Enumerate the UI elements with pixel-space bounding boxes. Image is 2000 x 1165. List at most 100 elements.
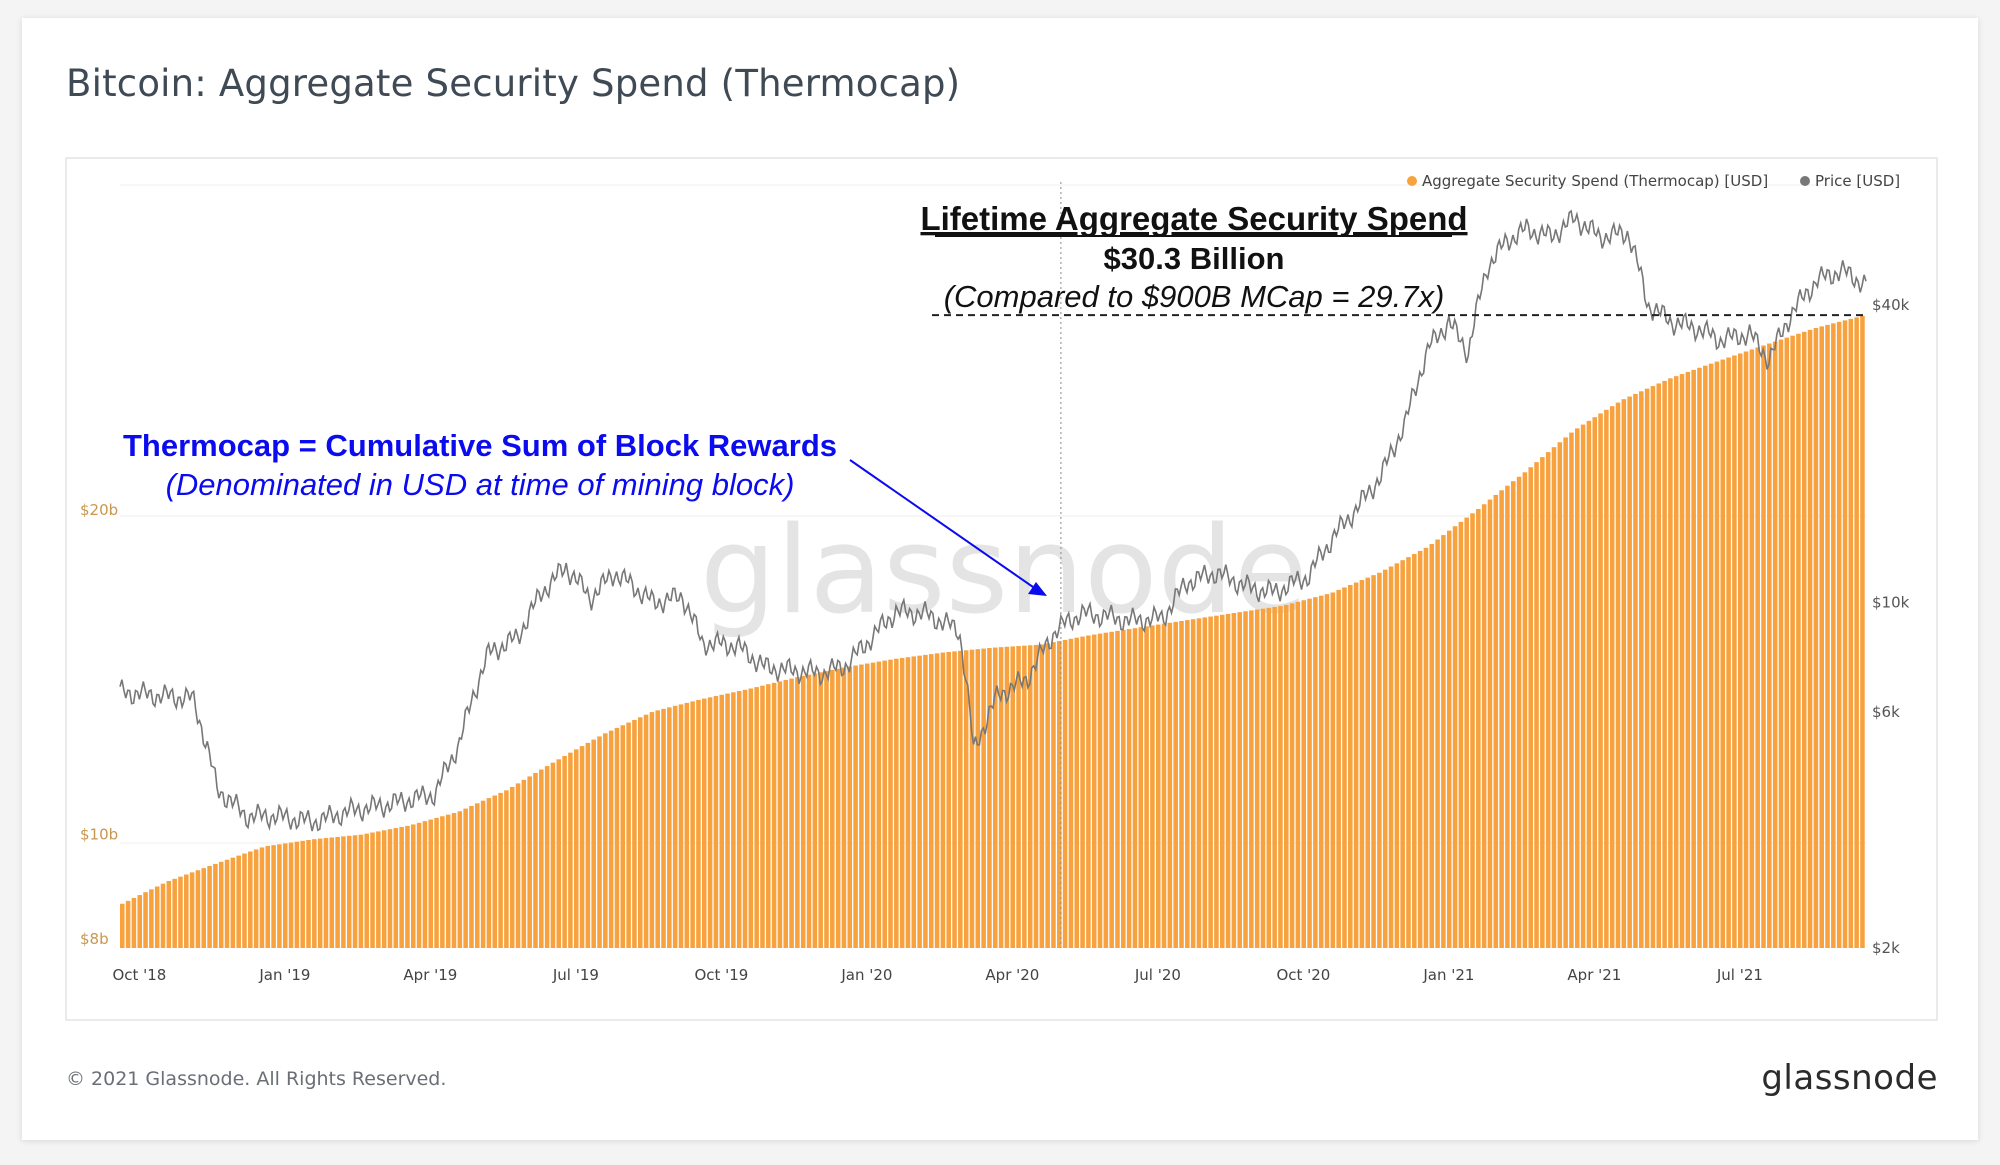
thermocap-bar — [1254, 609, 1260, 948]
thermocap-bar — [504, 790, 509, 948]
thermocap-bar — [585, 742, 591, 948]
thermocap-bar — [1586, 420, 1592, 948]
thermocap-bar — [1510, 481, 1516, 948]
thermocap-bar — [1481, 504, 1487, 948]
x-axis: Oct '18 Jan '19 Apr '19 Jul '19 Oct '19 Jan '… — [112, 966, 1763, 984]
thermocap-bar — [847, 666, 853, 948]
thermocap-bar — [1272, 606, 1277, 948]
thermocap-bar — [1545, 452, 1551, 948]
thermocap-bar — [917, 655, 922, 948]
price-line — [119, 209, 1867, 832]
thermocap-bar — [841, 667, 847, 948]
thermocap-bar — [1359, 580, 1365, 948]
thermocap-bar — [1208, 616, 1213, 948]
thermocap-bar — [1627, 396, 1632, 948]
thermocap-bar — [1435, 539, 1440, 948]
thermocap-bar — [1697, 367, 1702, 948]
thermocap-bar — [766, 684, 771, 948]
thermocap-bar — [201, 868, 207, 948]
x-tick-label: Jan '21 — [1422, 966, 1474, 984]
thermocap-bar — [1813, 327, 1819, 948]
thermocap-bar — [894, 658, 899, 948]
thermocap-bar — [1284, 604, 1289, 948]
thermocap-bar — [1819, 326, 1824, 948]
thermocap-bar — [1225, 613, 1231, 948]
brand-logo[interactable]: glassnode — [1761, 1058, 1938, 1098]
thermocap-bar — [591, 739, 596, 948]
thermocap-bar — [1179, 620, 1184, 948]
x-tick-label: Jan '19 — [258, 966, 310, 984]
legend-price-label[interactable]: Price [USD] — [1815, 172, 1900, 190]
thermocap-bar — [440, 816, 445, 948]
thermocap-bar — [1417, 550, 1423, 948]
thermocap-bar — [1569, 432, 1574, 948]
thermocap-bar — [556, 759, 562, 948]
thermocap-bar — [928, 654, 934, 948]
thermocap-bar — [1196, 618, 1202, 948]
thermocap-bar — [958, 650, 963, 948]
thermocap-bar — [346, 835, 352, 948]
thermocap-bar — [1103, 632, 1109, 948]
thermocap-bar — [1330, 592, 1336, 948]
left-y-axis: $8b $10b $20b — [80, 501, 118, 948]
thermocap-bar — [672, 705, 678, 948]
thermocap-bar — [1476, 508, 1481, 948]
x-tick-label: Apr '21 — [1567, 966, 1621, 984]
annotation-arrow-line — [849, 459, 1034, 588]
thermocap-bar — [218, 861, 224, 948]
thermocap-bar — [1522, 472, 1528, 948]
thermocap-bar — [1231, 613, 1237, 948]
thermocap-bar — [754, 687, 759, 948]
thermocap-bar — [1580, 424, 1586, 949]
thermocap-bar — [1708, 363, 1714, 948]
thermocap-bar — [271, 845, 276, 948]
thermocap-bar — [882, 660, 887, 948]
thermocap-bar — [940, 652, 946, 948]
thermocap-bar — [800, 675, 806, 948]
thermocap-bar — [1190, 619, 1196, 948]
thermocap-bar — [1324, 594, 1330, 948]
right-y-tick-label: $10k — [1872, 594, 1910, 612]
thermocap-bar — [1755, 347, 1760, 949]
thermocap-bar — [1732, 355, 1737, 948]
thermocap-bar — [1260, 608, 1266, 948]
thermocap-bar — [923, 654, 928, 948]
thermocap-bar — [457, 811, 463, 948]
thermocap-bar — [236, 855, 241, 948]
thermocap-bar — [469, 805, 474, 948]
thermocap-bar — [1801, 331, 1807, 948]
thermocap-bar — [1534, 462, 1539, 948]
thermocap-bar — [428, 819, 433, 948]
thermocap-bar — [998, 647, 1004, 948]
thermocap-bar — [1412, 553, 1417, 948]
thermocap-bar — [1016, 646, 1021, 948]
thermocap-bar — [1039, 644, 1045, 948]
thermocap-bar — [678, 704, 684, 948]
thermocap-bar — [149, 889, 154, 948]
thermocap-bar — [1278, 606, 1283, 948]
thermocap-bar — [288, 842, 294, 948]
thermocap-bar — [1219, 614, 1225, 948]
thermocap-bar — [1429, 544, 1435, 948]
right-y-tick-label: $2k — [1872, 939, 1900, 957]
thermocap-bar — [416, 822, 422, 948]
thermocap-bar — [934, 653, 940, 948]
thermocap-bar — [381, 830, 387, 948]
thermocap-bar — [568, 752, 573, 948]
thermocap-bar — [1126, 629, 1132, 948]
thermocap-bar — [859, 664, 864, 948]
thermocap-bar — [352, 835, 358, 948]
thermocap-bar — [1144, 626, 1149, 948]
right-y-tick-label: $6k — [1872, 703, 1900, 721]
thermocap-bar — [637, 717, 643, 948]
thermocap-bar — [207, 866, 212, 948]
thermocap-bar — [1726, 357, 1731, 948]
legend-thermocap-label[interactable]: Aggregate Security Spend (Thermocap) [US… — [1422, 172, 1768, 190]
thermocap-bar — [131, 897, 137, 948]
legend: Aggregate Security Spend (Thermocap) [US… — [1407, 172, 1900, 190]
thermocap-bar — [515, 783, 521, 948]
thermocap-bar — [620, 725, 626, 948]
thermocap-bar — [1121, 629, 1126, 948]
thermocap-bar — [463, 808, 468, 948]
thermocap-bar — [603, 733, 608, 948]
